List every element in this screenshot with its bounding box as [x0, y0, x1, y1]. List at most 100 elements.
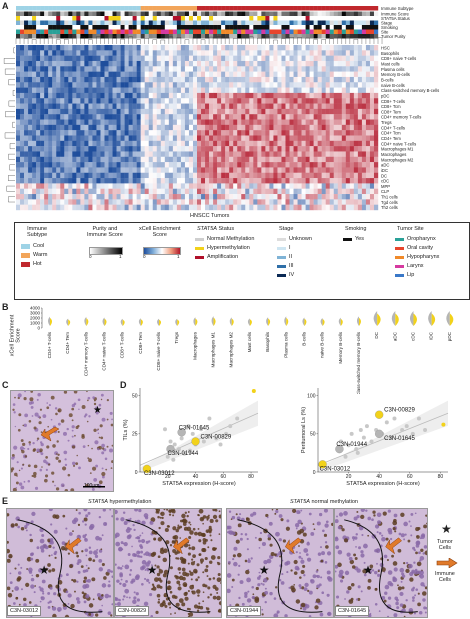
heatmap-cell [273, 92, 278, 99]
cell-nucleus [47, 563, 51, 567]
heatmap-cell [92, 183, 97, 189]
subtype-cell [201, 6, 206, 11]
cell-nucleus [169, 544, 173, 547]
cell-nucleus [337, 525, 342, 530]
annotation-cell [337, 29, 342, 34]
heatmap-cell [313, 76, 318, 83]
cell-nucleus [374, 524, 380, 529]
cell-nucleus [228, 510, 232, 513]
cell-nucleus [166, 525, 170, 528]
heatmap-cell [32, 199, 37, 205]
heatmap-cell [245, 71, 250, 78]
heatmap-cell [24, 108, 29, 115]
violin [229, 317, 234, 326]
data-point [392, 416, 397, 421]
cell-nucleus [104, 457, 108, 461]
heatmap-cell [96, 167, 101, 173]
heatmap-cell [100, 92, 105, 99]
heatmap-row-label: Macrophages [381, 152, 406, 157]
heatmap-cell [325, 60, 330, 67]
annotation-cell [32, 25, 37, 30]
heatmap-cell [136, 130, 141, 136]
heatmap-cell [48, 167, 53, 173]
heatmap-cell [201, 114, 206, 120]
heatmap-cell [205, 55, 210, 62]
cell-nucleus [163, 509, 166, 511]
heatmap-cell [221, 194, 226, 200]
heatmap-cell [353, 188, 359, 195]
annotation-cell [176, 25, 182, 30]
cell-nucleus [317, 602, 320, 605]
heatmap-cell [201, 76, 206, 83]
heatmap-cell [76, 124, 81, 131]
cell-nucleus [393, 613, 398, 617]
heatmap-cell [197, 183, 202, 189]
legend-label: Yes [355, 235, 364, 242]
heatmap-cell [56, 108, 61, 115]
heatmap-cell [365, 92, 371, 99]
cell-nucleus [102, 509, 106, 512]
heatmap-cell [337, 103, 342, 110]
cell-nucleus [325, 520, 329, 524]
cell-nucleus [74, 590, 76, 593]
legend-label: Lip [407, 271, 415, 278]
heatmap-cell [237, 162, 242, 168]
cell-nucleus [305, 553, 309, 556]
annotation-cell [176, 16, 182, 21]
heatmap-cell [225, 92, 230, 99]
cell-nucleus [281, 573, 284, 576]
heatmap-cell [341, 140, 347, 147]
heatmap-cell [337, 50, 342, 56]
cell-nucleus [326, 551, 332, 556]
cell-nucleus [28, 441, 31, 444]
annotation-cell [213, 25, 218, 30]
annotation-cell [88, 25, 93, 30]
heatmap-cell [152, 178, 157, 184]
heatmap-cell [104, 55, 109, 62]
panel-e-normal-title: STAT5A normal methylation [290, 499, 358, 506]
heatmap-cell [96, 178, 101, 184]
cell-nucleus [64, 489, 69, 491]
cell-nucleus [257, 583, 261, 587]
heatmap-cell [297, 45, 302, 51]
heatmap-cell [120, 199, 125, 205]
heatmap-cell [357, 151, 363, 157]
heatmap-cell [64, 204, 69, 211]
cell-nucleus [89, 472, 92, 475]
annotation-cell [184, 34, 190, 39]
heatmap-cell [197, 167, 202, 173]
heatmap-cell [237, 135, 242, 142]
subtype-cell [68, 6, 73, 11]
annotation-cell [345, 20, 351, 25]
heatmap-cell [233, 156, 238, 163]
heatmap-cell [88, 146, 93, 152]
heatmap-cell [241, 114, 246, 120]
heatmap-cell [329, 156, 334, 163]
heatmap-cell [265, 204, 270, 211]
cell-nucleus [246, 577, 251, 583]
heatmap-cell [152, 183, 157, 189]
cell-nucleus [367, 578, 372, 583]
heatmap-cell [233, 71, 238, 78]
annotation-cell [52, 11, 57, 16]
heatmap-cell [44, 114, 49, 120]
heatmap-cell [48, 204, 53, 211]
cell-nucleus [138, 509, 142, 513]
heatmap-cell [209, 194, 214, 200]
heatmap-cell [357, 71, 363, 78]
heatmap-cell [164, 172, 170, 179]
heatmap-cell [32, 114, 37, 120]
heatmap-cell [80, 50, 85, 56]
heatmap-cell [197, 76, 202, 83]
heatmap-cell [345, 98, 351, 104]
heatmap-cell [116, 167, 121, 173]
heatmap-cell [217, 183, 222, 189]
annotation-cell [253, 11, 258, 16]
heatmap-cell [349, 119, 355, 126]
cell-nucleus [276, 611, 279, 614]
cell-nucleus [233, 561, 238, 567]
heatmap-cell [201, 167, 206, 173]
heatmap-cell [329, 50, 334, 56]
cell-nucleus [229, 604, 232, 607]
subtype-cell [317, 6, 322, 11]
